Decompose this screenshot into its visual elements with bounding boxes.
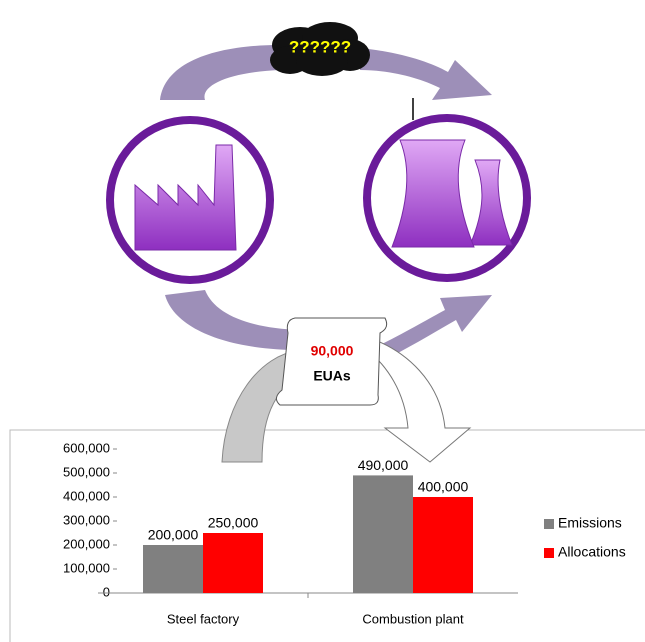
legend-label: Emissions [558, 515, 622, 531]
x-tick-label: Combustion plant [362, 611, 464, 626]
arrow [160, 45, 280, 100]
scroll-unit: EUAs [313, 368, 351, 384]
y-tick-label: 300,000 [63, 512, 110, 527]
y-tick-label: 200,000 [63, 536, 110, 551]
cloud-label: ?????? [289, 37, 351, 56]
value-label: 250,000 [208, 515, 259, 531]
x-tick-label: Steel factory [167, 611, 240, 626]
y-tick-label: 0 [103, 584, 110, 599]
arrow [165, 290, 300, 350]
value-label: 200,000 [148, 527, 199, 543]
page: 0 100,000 200,000 300,000 400,000 500,000 600,… [0, 0, 645, 642]
bar [143, 545, 203, 593]
bar [353, 475, 413, 593]
arrow [360, 48, 492, 100]
bar [203, 533, 263, 593]
y-tick-label: 600,000 [63, 440, 110, 455]
value-label: 490,000 [358, 457, 409, 473]
bar [413, 497, 473, 593]
scroll-value: 90,000 [311, 343, 354, 359]
value-label: 400,000 [418, 479, 469, 495]
y-tick-label: 500,000 [63, 464, 110, 479]
y-tick-label: 400,000 [63, 488, 110, 503]
legend-swatch [544, 548, 554, 558]
scroll [276, 318, 386, 405]
legend-label: Allocations [558, 544, 626, 560]
legend-swatch [544, 519, 554, 529]
y-tick-label: 100,000 [63, 560, 110, 575]
